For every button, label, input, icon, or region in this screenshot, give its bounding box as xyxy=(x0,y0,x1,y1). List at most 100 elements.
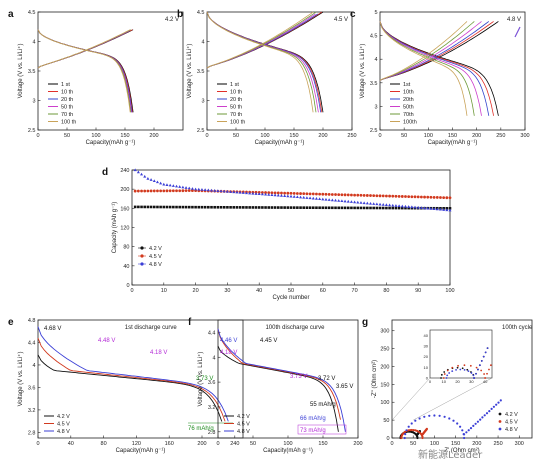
data-point xyxy=(416,436,419,440)
inset-point xyxy=(442,377,445,379)
data-point xyxy=(362,206,366,210)
data-point xyxy=(356,206,360,210)
x-tick-label: 50 xyxy=(233,133,239,139)
legend-marker xyxy=(498,420,502,423)
data-point xyxy=(423,195,426,199)
data-point xyxy=(346,193,350,197)
inset-point xyxy=(445,377,448,379)
data-point xyxy=(426,195,430,199)
data-point xyxy=(156,205,159,209)
data-point xyxy=(216,189,220,192)
data-point xyxy=(219,189,223,193)
data-point xyxy=(407,205,411,208)
data-point xyxy=(483,414,486,417)
inset-point xyxy=(463,364,466,367)
inset-point xyxy=(451,366,454,369)
data-point xyxy=(346,199,350,203)
data-point xyxy=(165,183,169,186)
x-axis-label: Capacity(mAh g⁻¹) xyxy=(86,140,136,146)
data-point xyxy=(359,201,363,204)
x-tick-label: 50 xyxy=(288,288,294,294)
inset-point xyxy=(480,369,483,372)
data-point xyxy=(194,205,197,209)
data-point xyxy=(353,206,356,210)
panel-letter: e xyxy=(8,317,14,328)
data-point xyxy=(146,177,150,180)
data-point xyxy=(197,187,201,191)
data-point xyxy=(305,192,309,196)
inset-y-tick-label: 20 xyxy=(424,354,429,359)
y-tick-label: 3 xyxy=(374,104,377,110)
inset-point xyxy=(470,372,473,374)
data-point xyxy=(404,206,407,210)
data-point xyxy=(241,191,245,194)
data-point xyxy=(391,206,395,210)
x-tick-label: 0 xyxy=(205,133,208,139)
data-point xyxy=(432,207,436,211)
data-point xyxy=(162,189,166,193)
inset-point xyxy=(475,372,477,375)
data-point xyxy=(340,193,344,197)
x-tick-label: 70 xyxy=(352,288,358,294)
legend-label: 20 th xyxy=(61,97,73,103)
x-axis-label: Capacity(mAh g⁻¹) xyxy=(116,448,166,454)
y-axis-label: -Z'' (Ohm cm²) xyxy=(372,360,378,398)
y-tick-label: 2.5 xyxy=(197,128,205,134)
data-point xyxy=(404,195,407,198)
data-point xyxy=(140,205,143,209)
data-point xyxy=(381,194,385,198)
y-tick-label: 5 xyxy=(374,10,377,16)
data-point xyxy=(257,206,261,209)
data-point xyxy=(426,206,430,210)
data-point xyxy=(375,194,379,198)
data-point xyxy=(315,192,318,196)
data-point xyxy=(267,206,271,209)
data-point xyxy=(172,205,175,209)
charge-curve xyxy=(206,11,317,69)
data-point xyxy=(143,205,147,209)
x-tick-label: 20 xyxy=(193,288,199,294)
data-point xyxy=(467,429,470,432)
y-tick-label: 4.4 xyxy=(208,330,216,336)
data-point xyxy=(137,205,140,209)
data-point xyxy=(276,193,280,197)
data-point xyxy=(337,193,341,197)
data-point xyxy=(311,196,315,200)
data-point xyxy=(394,206,398,210)
data-point xyxy=(254,206,258,209)
data-point xyxy=(448,207,452,210)
data-point xyxy=(423,206,427,210)
data-point xyxy=(264,191,267,194)
inset-point xyxy=(440,373,443,376)
inset-point xyxy=(484,377,487,379)
data-point xyxy=(222,206,226,209)
data-point xyxy=(146,205,150,209)
data-point xyxy=(289,194,293,198)
panel-a: 0 50 100 150 200 2.5 3 3.5 4 4.5 Capacity(mAh g⁻¹)… xyxy=(8,9,184,146)
inset-point xyxy=(455,368,457,371)
data-point xyxy=(216,205,220,209)
data-point xyxy=(448,417,451,420)
data-point xyxy=(429,207,433,210)
data-point xyxy=(321,206,325,210)
inset-point xyxy=(477,368,479,371)
data-point xyxy=(459,425,462,428)
data-point xyxy=(385,194,388,198)
y-tick-label: 240 xyxy=(120,168,129,174)
data-point xyxy=(267,193,271,196)
inset-point xyxy=(475,366,478,369)
data-point xyxy=(181,205,185,209)
x-tick-label: 120 xyxy=(132,441,141,447)
x-tick-label: 10 xyxy=(161,288,167,294)
data-point xyxy=(178,185,182,188)
y-tick-label: 120 xyxy=(120,226,129,232)
data-point xyxy=(419,206,423,209)
data-point xyxy=(254,192,258,195)
plot-frame xyxy=(217,319,359,439)
data-point xyxy=(369,201,372,205)
y-tick-label: 150 xyxy=(380,382,389,388)
x-axis-label: Capacity(mAh g⁻¹) xyxy=(255,140,305,146)
x-tick-label: 160 xyxy=(165,441,174,447)
inset-point xyxy=(469,364,472,367)
